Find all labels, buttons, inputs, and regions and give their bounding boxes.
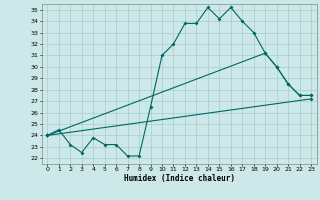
X-axis label: Humidex (Indice chaleur): Humidex (Indice chaleur)	[124, 174, 235, 183]
